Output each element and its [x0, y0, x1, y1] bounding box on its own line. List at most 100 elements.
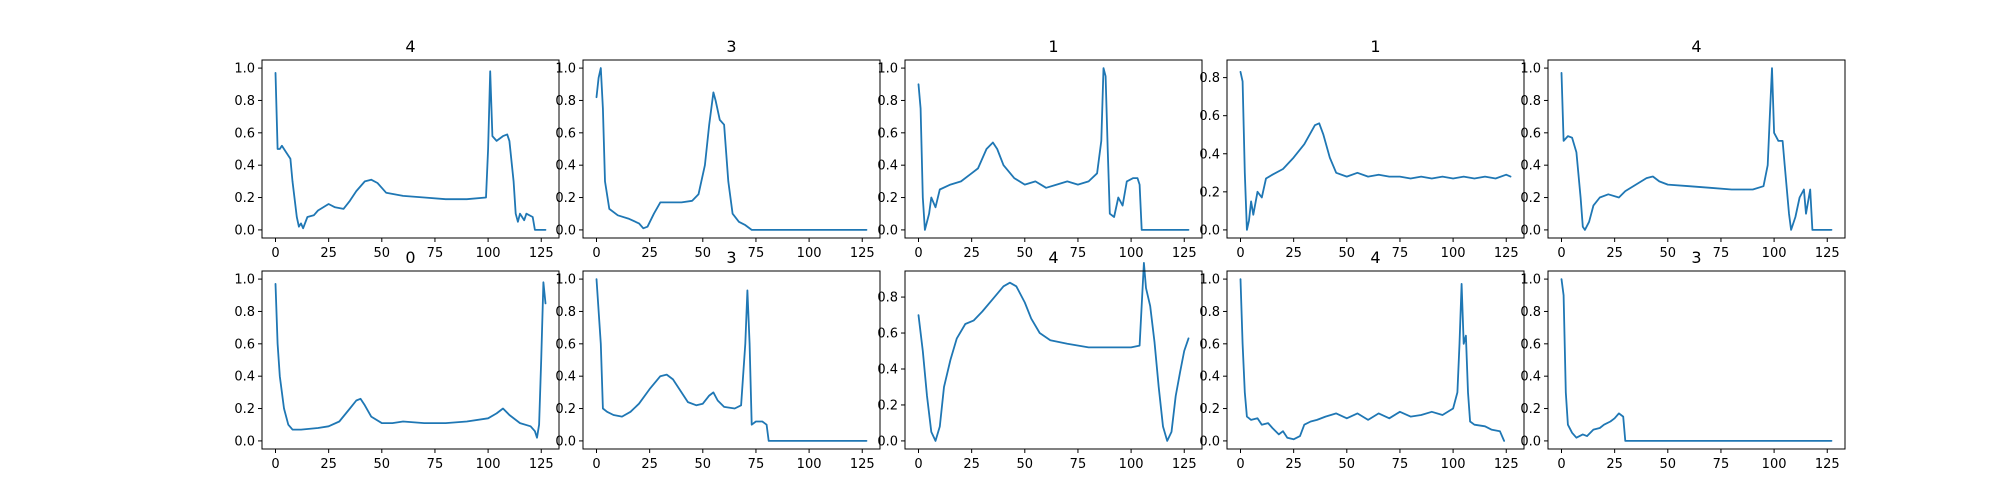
y-tick-label: 0.6 [877, 327, 898, 342]
y-tick-label: 0.8 [555, 94, 576, 109]
x-tick-label: 0 [1557, 246, 1565, 261]
x-tick-label: 0 [592, 246, 600, 261]
y-tick-label: 0.0 [234, 223, 255, 238]
y-tick-label: 0.2 [1520, 191, 1541, 206]
y-tick-label: 0.6 [1199, 109, 1220, 124]
x-tick-label: 125 [1172, 246, 1197, 261]
y-tick-label: 1.0 [234, 273, 255, 288]
x-tick-label: 75 [1713, 457, 1730, 472]
x-tick-label: 0 [1557, 457, 1565, 472]
y-tick-label: 0.2 [234, 402, 255, 417]
series-line [595, 67, 868, 231]
y-tick-label: 0.2 [1520, 402, 1541, 417]
y-tick-label: 0.4 [1199, 370, 1220, 385]
y-tick-label: 0.4 [1199, 147, 1220, 162]
series-line [917, 67, 1190, 231]
plot-area [583, 271, 880, 449]
y-tick-label: 0.2 [555, 191, 576, 206]
x-tick-label: 125 [1172, 457, 1197, 472]
axes-frame [1226, 59, 1525, 239]
plot-area [1227, 60, 1524, 238]
y-tick-label: 0.4 [877, 362, 898, 377]
x-tick-label: 125 [1494, 457, 1519, 472]
y-tick-label: 0.2 [877, 191, 898, 206]
y-tick-label: 0.0 [555, 223, 576, 238]
y-tick-label: 0.4 [555, 370, 576, 385]
axes-frame [582, 270, 881, 450]
series-line [274, 70, 547, 231]
subplot-4: 1 0 25 50 75 100 125 0.0 0.2 0.4 0.6 0.8 [1199, 37, 1525, 261]
series-line [917, 262, 1190, 442]
subplot-9: 4 0 25 50 75 100 125 0.0 0.2 0.4 0.6 0.8 1.0 [1199, 248, 1525, 472]
axes-frame [1547, 59, 1846, 239]
y-tick-label: 0.0 [1520, 434, 1541, 449]
y-tick-label: 0.6 [1199, 337, 1220, 352]
y-tick-label: 1.0 [555, 273, 576, 288]
x-tick-label: 75 [427, 457, 444, 472]
x-tick-label: 100 [1119, 457, 1144, 472]
y-tick-label: 0.6 [555, 337, 576, 352]
series-line [1239, 278, 1505, 442]
x-tick-label: 100 [1762, 246, 1787, 261]
y-tick-label: 0.0 [234, 434, 255, 449]
y-tick-label: 1.0 [877, 62, 898, 77]
y-tick-label: 0.0 [1199, 223, 1220, 238]
subplot-title: 4 [1691, 37, 1701, 56]
y-tick-label: 0.6 [1520, 126, 1541, 141]
x-tick-label: 100 [476, 246, 501, 261]
y-tick-label: 0.0 [1520, 223, 1541, 238]
plot-area [262, 60, 559, 238]
x-tick-label: 0 [271, 246, 279, 261]
y-tick-label: 0.8 [1199, 71, 1220, 86]
x-tick-label: 125 [529, 246, 554, 261]
y-tick-label: 0.2 [234, 191, 255, 206]
x-tick-label: 100 [1441, 246, 1466, 261]
y-tick-label: 0.6 [877, 126, 898, 141]
axes-frame [904, 270, 1203, 450]
x-tick-label: 50 [1660, 246, 1677, 261]
series-line [1239, 71, 1512, 231]
series-line [1560, 67, 1833, 231]
x-tick-label: 125 [529, 457, 554, 472]
subplot-3: 1 0 25 50 75 100 125 0.0 0.2 0.4 0.6 0.8 1.0 [877, 37, 1203, 261]
subplot-title: 1 [1370, 37, 1380, 56]
y-tick-label: 0.2 [555, 402, 576, 417]
x-tick-label: 100 [797, 246, 822, 261]
subplot-title: 3 [726, 248, 736, 267]
axes-frame [1226, 270, 1525, 450]
axes-frame [582, 59, 881, 239]
series-line [274, 281, 547, 439]
x-tick-label: 0 [1236, 457, 1244, 472]
x-tick-label: 50 [1660, 457, 1677, 472]
axes-frame [1547, 270, 1846, 450]
y-tick-label: 0.2 [1199, 185, 1220, 200]
x-tick-label: 0 [914, 457, 922, 472]
y-tick-label: 1.0 [1520, 273, 1541, 288]
y-tick-label: 0.4 [1520, 159, 1541, 174]
x-tick-label: 25 [320, 246, 337, 261]
y-tick-label: 0.0 [877, 434, 898, 449]
subplot-5: 4 0 25 50 75 100 125 0.0 0.2 0.4 0.6 0.8 1.0 [1520, 37, 1846, 261]
subplot-title: 3 [1691, 248, 1701, 267]
y-tick-label: 0.0 [555, 434, 576, 449]
y-tick-label: 0.2 [1199, 402, 1220, 417]
x-tick-label: 25 [1285, 457, 1302, 472]
x-tick-label: 50 [1339, 246, 1356, 261]
x-tick-label: 0 [914, 246, 922, 261]
x-tick-label: 75 [1070, 246, 1087, 261]
x-tick-label: 100 [797, 457, 822, 472]
x-tick-label: 0 [592, 457, 600, 472]
x-tick-label: 50 [695, 457, 712, 472]
x-tick-label: 125 [1494, 246, 1519, 261]
subplot-1: 4 0 25 50 75 100 125 0.0 0.2 0.4 0.6 0.8 1.0 [234, 37, 560, 261]
x-tick-label: 75 [748, 246, 765, 261]
x-tick-label: 0 [271, 457, 279, 472]
x-tick-label: 100 [1441, 457, 1466, 472]
y-tick-label: 0.4 [555, 159, 576, 174]
x-tick-label: 75 [1713, 246, 1730, 261]
subplot-2: 3 0 25 50 75 100 125 0.0 0.2 0.4 0.6 0.8 1.0 [555, 37, 881, 261]
y-tick-label: 0.4 [234, 159, 255, 174]
subplot-title: 4 [1370, 248, 1380, 267]
subplot-10: 3 0 25 50 75 100 125 0.0 0.2 0.4 0.6 0.8 1.0 [1520, 248, 1846, 472]
